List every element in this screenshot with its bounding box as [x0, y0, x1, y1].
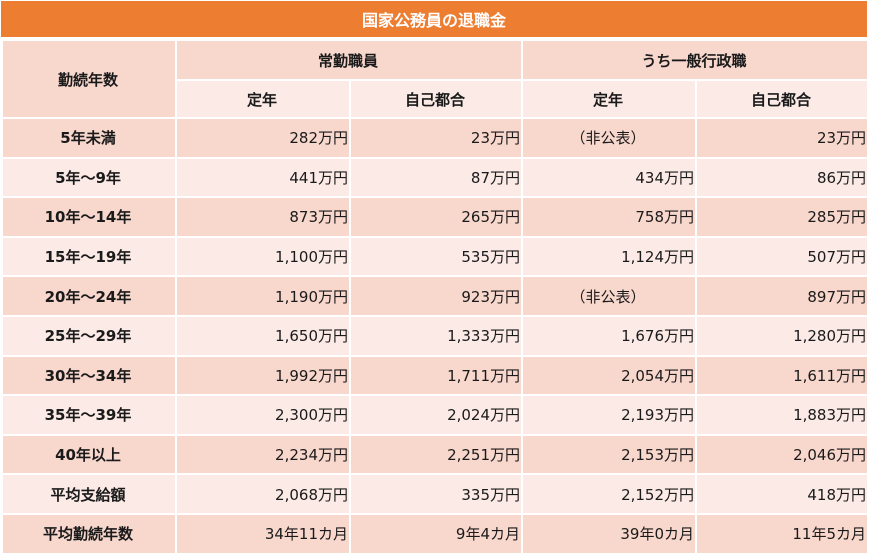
table-row: 平均支給額 2,068万円 335万円 2,152万円 418万円	[1, 473, 870, 515]
table-cell: 87万円	[348, 156, 524, 199]
table-row: 25年～29年 1,650万円 1,333万円 1,676万円 1,280万円	[1, 314, 870, 357]
table-cell: 507万円	[695, 235, 870, 278]
table-cell: 873万円	[175, 196, 351, 238]
table-cell: 441万円	[175, 156, 351, 199]
table-cell: 1,280万円	[695, 314, 870, 357]
table-cell: 39年0カ月	[521, 512, 698, 555]
table-cell: 335万円	[348, 473, 524, 515]
table-cell: 1,124万円	[521, 235, 698, 278]
table-cell: 9年4カ月	[348, 512, 524, 555]
table-row: 30年～34年 1,992万円 1,711万円 2,054万円 1,611万円	[1, 354, 870, 397]
table-cell: 1,650万円	[175, 314, 351, 357]
retirement-allowance-table: 勤続年数 常勤職員 うち一般行政職 定年 自己都合 定年 自己都合 5年未満 28…	[1, 39, 870, 555]
table-cell: 1,711万円	[348, 354, 524, 397]
table-cell: 2,068万円	[175, 473, 351, 515]
row-label: 15年～19年	[1, 235, 177, 278]
header-group-admin: うち一般行政職	[521, 39, 870, 81]
header-row-subs: 定年 自己都合 定年 自己都合	[2, 79, 870, 119]
table-body: 5年未満 282万円 23万円 （非公表） 23万円 5年～9年 441万円 87万円 434万…	[1, 117, 870, 555]
table-cell: 1,333万円	[348, 314, 524, 357]
table-row: 平均勤続年数 34年11カ月 9年4カ月 39年0カ月 11年5カ月	[1, 512, 870, 555]
row-label: 5年未満	[1, 117, 177, 159]
table-cell: 2,046万円	[695, 433, 870, 476]
table-cell: 34年11カ月	[175, 512, 351, 555]
table-cell: 923万円	[348, 275, 524, 317]
table-cell: 2,234万円	[175, 433, 351, 476]
table-row: 15年～19年 1,100万円 535万円 1,124万円 507万円	[1, 235, 870, 278]
table-cell: 418万円	[695, 473, 870, 515]
table-cell: 2,251万円	[348, 433, 524, 476]
table-cell: （非公表）	[521, 117, 698, 159]
header-admin-voluntary: 自己都合	[695, 79, 870, 119]
table-cell: 535万円	[348, 235, 524, 278]
row-label: 10年～14年	[1, 196, 177, 238]
header-row-groups: 勤続年数 常勤職員 うち一般行政職	[1, 39, 870, 119]
table-row: 5年～9年 441万円 87万円 434万円 86万円	[1, 156, 870, 199]
table-cell: 1,100万円	[175, 235, 351, 278]
header-full-time-retirement: 定年	[175, 79, 351, 119]
table-cell: 2,024万円	[348, 394, 524, 436]
table-cell: 758万円	[521, 196, 698, 238]
table-cell: 2,152万円	[521, 473, 698, 515]
table-cell: 2,300万円	[175, 394, 351, 436]
header-admin-retirement: 定年	[521, 79, 698, 119]
row-label: 平均支給額	[1, 473, 177, 515]
table-cell: 1,611万円	[695, 354, 870, 397]
table-cell: 86万円	[695, 156, 870, 199]
table-title: 国家公務員の退職金	[1, 1, 867, 39]
table-row: 40年以上 2,234万円 2,251万円 2,153万円 2,046万円	[1, 433, 870, 476]
table-row: 35年～39年 2,300万円 2,024万円 2,193万円 1,883万円	[1, 394, 870, 436]
table-cell: 897万円	[695, 275, 870, 317]
row-label: 平均勤続年数	[1, 512, 177, 555]
table-cell: 1,883万円	[695, 394, 870, 436]
table-cell: 2,153万円	[521, 433, 698, 476]
table-cell: 23万円	[695, 117, 870, 159]
table-cell: 434万円	[521, 156, 698, 199]
table-cell: 1,992万円	[175, 354, 351, 397]
header-years-of-service: 勤続年数	[1, 39, 177, 119]
table-row: 5年未満 282万円 23万円 （非公表） 23万円	[1, 117, 870, 159]
table-cell: 2,054万円	[521, 354, 698, 397]
table-cell: （非公表）	[521, 275, 698, 317]
header-full-time-voluntary: 自己都合	[348, 79, 524, 119]
table-cell: 282万円	[175, 117, 351, 159]
table-cell: 265万円	[348, 196, 524, 238]
row-label: 20年～24年	[1, 275, 177, 317]
row-label: 5年～9年	[1, 156, 177, 199]
table-row: 10年～14年 873万円 265万円 758万円 285万円	[1, 196, 870, 238]
table-cell: 11年5カ月	[695, 512, 870, 555]
row-label: 40年以上	[1, 433, 177, 476]
row-label: 30年～34年	[1, 354, 177, 397]
table-row: 20年～24年 1,190万円 923万円 （非公表） 897万円	[1, 275, 870, 317]
table-cell: 2,193万円	[521, 394, 698, 436]
table-cell: 1,190万円	[175, 275, 351, 317]
row-label: 35年～39年	[1, 394, 177, 436]
table-cell: 1,676万円	[521, 314, 698, 357]
table-cell: 23万円	[348, 117, 524, 159]
table-cell: 285万円	[695, 196, 870, 238]
header-group-full-time: 常勤職員	[174, 39, 524, 81]
row-label: 25年～29年	[1, 314, 177, 357]
